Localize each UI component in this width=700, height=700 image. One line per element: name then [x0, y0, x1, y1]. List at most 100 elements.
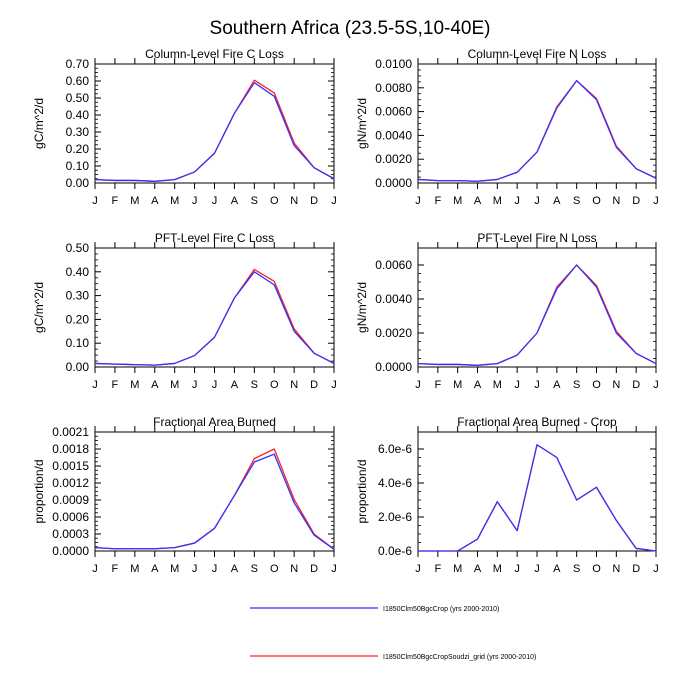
y-tick-label: 0.0060	[375, 258, 412, 272]
panels: Column-Level Fire C Loss gC/m^2/d 0.00 0.10…	[32, 47, 659, 575]
x-tick-label: J	[514, 379, 520, 391]
x-tick-label: J	[415, 195, 421, 207]
series-line-2	[94, 268, 335, 366]
series-line-1	[417, 264, 657, 366]
x-tick-label: A	[151, 563, 159, 575]
chart-panel-2: Column-Level Fire N Loss gN/m^2/d 0.0000 0.…	[355, 47, 659, 207]
x-tick-label: J	[514, 195, 520, 207]
x-tick-label: J	[92, 379, 98, 391]
series-line-1	[417, 80, 657, 182]
series-line-2	[418, 444, 657, 552]
x-tick-label: M	[453, 563, 462, 575]
series-line-1	[94, 271, 335, 366]
series-line-2	[417, 80, 657, 182]
legend-label-series-2: I1850Clm50BgcCropSoudzi_grid (yrs 2000-2…	[383, 654, 536, 661]
y-tick-label: 0.0020	[375, 152, 412, 166]
x-tick-label: J	[534, 195, 540, 207]
x-tick-label: F	[112, 379, 119, 391]
y-tick-label: 0.00	[66, 360, 90, 374]
x-tick-label: J	[653, 195, 659, 207]
x-tick-label: N	[290, 563, 298, 575]
series-line-1	[94, 82, 335, 182]
series-line-2	[94, 448, 335, 550]
y-axis-label: gC/m^2/d	[32, 98, 46, 149]
x-tick-label: S	[573, 563, 580, 575]
plot-frame	[417, 63, 657, 184]
x-tick-label: A	[553, 563, 561, 575]
x-tick-label: S	[251, 195, 258, 207]
y-tick-label: 0.0040	[375, 128, 412, 142]
x-tick-label: S	[573, 379, 580, 391]
x-tick-label: A	[231, 379, 239, 391]
x-tick-label: A	[474, 563, 482, 575]
chart-title: Column-Level Fire N Loss	[468, 47, 607, 61]
plot-frame	[94, 247, 335, 368]
y-tick-label: 0.0018	[52, 442, 89, 456]
x-tick-label: M	[170, 379, 179, 391]
y-tick-label: 0.0080	[375, 81, 412, 95]
y-tick-label: 0.10	[66, 336, 90, 350]
x-tick-label: S	[573, 195, 580, 207]
x-tick-label: A	[231, 563, 239, 575]
y-axis-label: proportion/d	[32, 459, 46, 523]
y-tick-label: 0.0012	[52, 476, 89, 490]
y-axis-label: gN/m^2/d	[355, 98, 369, 149]
x-tick-label: O	[592, 563, 601, 575]
x-tick-label: D	[310, 379, 318, 391]
x-tick-label: J	[192, 379, 198, 391]
y-tick-label: 0.0e-6	[378, 544, 412, 558]
x-tick-label: M	[453, 379, 462, 391]
x-tick-label: M	[130, 195, 139, 207]
x-tick-label: J	[534, 563, 540, 575]
series-line-2	[94, 79, 335, 182]
x-tick-label: N	[290, 379, 298, 391]
x-tick-label: N	[612, 379, 620, 391]
x-tick-label: J	[331, 379, 337, 391]
x-tick-label: A	[474, 379, 482, 391]
y-tick-label: 0.0000	[375, 360, 412, 374]
plot-frame	[417, 247, 657, 368]
y-tick-label: 0.0000	[52, 544, 89, 558]
x-tick-label: F	[434, 563, 441, 575]
y-tick-label: 0.70	[66, 57, 90, 71]
x-tick-label: J	[212, 563, 218, 575]
y-tick-label: 0.0003	[52, 527, 89, 541]
y-tick-label: 2.0e-6	[378, 510, 412, 524]
x-tick-label: S	[251, 379, 258, 391]
y-tick-label: 0.10	[66, 159, 90, 173]
x-tick-label: N	[612, 563, 620, 575]
x-tick-label: D	[310, 195, 318, 207]
x-tick-label: J	[212, 379, 218, 391]
y-tick-label: 4.0e-6	[378, 476, 412, 490]
x-tick-label: J	[92, 195, 98, 207]
x-tick-label: J	[514, 563, 520, 575]
legend-label-series-1: I1850Clm50BgcCrop (yrs 2000-2010)	[383, 606, 499, 613]
legend: I1850Clm50BgcCrop (yrs 2000-2010) I1850C…	[250, 606, 536, 661]
x-tick-label: O	[270, 379, 279, 391]
x-tick-label: A	[553, 195, 561, 207]
chart-panel-3: PFT-Level Fire C Loss gC/m^2/d 0.00 0.10 0.2…	[32, 231, 337, 391]
y-tick-label: 0.20	[66, 312, 90, 326]
chart-title: Fractional Area Burned	[153, 415, 276, 429]
x-tick-label: J	[192, 563, 198, 575]
y-tick-label: 0.40	[66, 108, 90, 122]
series-line-2	[417, 264, 657, 366]
x-tick-label: S	[251, 563, 258, 575]
x-tick-label: A	[151, 379, 159, 391]
x-tick-label: M	[130, 563, 139, 575]
x-tick-label: N	[290, 195, 298, 207]
x-tick-label: J	[92, 563, 98, 575]
x-tick-label: O	[592, 195, 601, 207]
y-tick-label: 0.30	[66, 125, 90, 139]
x-tick-label: O	[270, 195, 279, 207]
y-tick-label: 0.0000	[375, 176, 412, 190]
x-tick-label: A	[151, 195, 159, 207]
chart-title: PFT-Level Fire N Loss	[477, 231, 596, 245]
x-tick-label: F	[112, 563, 119, 575]
x-tick-label: J	[534, 379, 540, 391]
x-tick-label: M	[170, 563, 179, 575]
x-tick-label: M	[130, 379, 139, 391]
x-tick-label: N	[612, 195, 620, 207]
y-axis-label: gC/m^2/d	[32, 282, 46, 333]
x-tick-label: M	[493, 563, 502, 575]
